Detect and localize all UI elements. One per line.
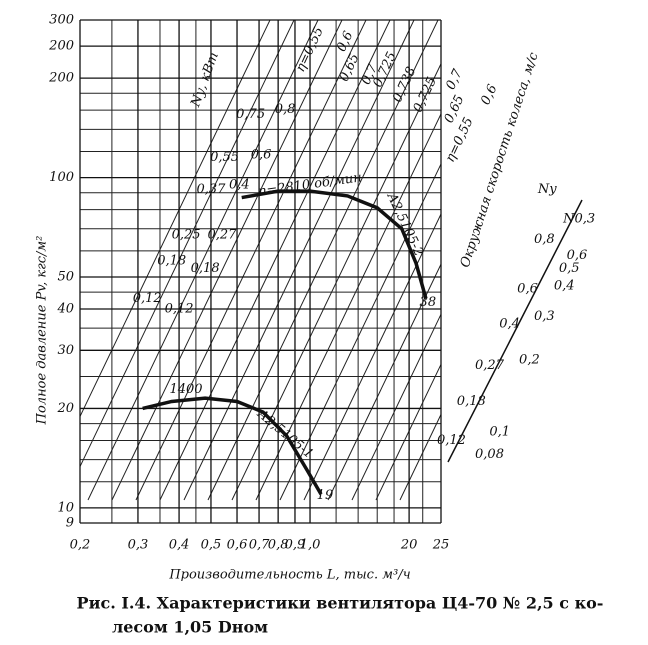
annotation: 0,1 [489,424,510,439]
annotation: А2,5105-1 [253,406,315,462]
y-tick-label: 50 [57,270,74,285]
annotation: 0,37 [196,182,226,197]
annotation: 0,75 [236,107,265,122]
annotation: η=0,55 [293,25,327,75]
annotation: 0,725 [411,75,440,115]
fan-line [87,20,319,501]
fan-line [111,20,343,501]
curve [142,396,323,496]
y-tick-label: 10 [57,500,74,515]
annotation: Окружная скорость колеса, м/с [458,50,542,270]
annotation: 0,18 [457,394,486,409]
annotation: 0,3 [534,309,555,324]
annotation: 0,4 [499,317,520,332]
x-tick-label: 20 [400,538,418,553]
annotation: 0,4 [554,278,575,293]
scale-line [447,199,583,463]
x-tick-label: 0,5 [201,538,222,553]
x-tick-label: 0,7 [249,538,270,553]
y-tick-label: 200 [48,71,74,86]
annotation: 0,6 [517,281,538,296]
annotation: 0,18 [191,261,220,276]
plot-area [80,20,441,523]
annotation: 38 [420,295,437,310]
fan-line [159,20,391,501]
annotation: 0,12 [437,433,466,448]
annotation: 0,6 [478,82,500,107]
fan-line [207,20,439,501]
caption: лесом 1,05 Dном [112,618,268,637]
fan-line [183,20,415,501]
y-tick-label: 200 [48,39,74,54]
y-tick-label: 9 [66,516,74,531]
x-tick-label: 0,8 [268,538,289,553]
annotation: 0,4 [229,177,250,192]
annotation: 1400 [169,382,202,397]
annotation: 0,55 [210,150,239,165]
y-tick-label: 20 [56,401,74,416]
annotation: 0,12 [165,302,194,317]
x-tick-label: 0,4 [169,538,190,553]
annotation: 0,12 [133,291,162,306]
fan-line [303,212,441,501]
annotation: 0,8 [275,102,296,117]
annotation: Nу, кВт [188,50,222,109]
x-tick-label: 0,3 [128,538,149,553]
x-axis-label: Производительность L, тыс. м³/ч [168,568,410,583]
fan-line [399,413,441,501]
annotation: 0,2 [519,353,540,368]
x-tick-label: 0,6 [227,538,248,553]
fan-line [135,20,367,501]
annotation: 0,25 [172,228,201,243]
annotation: Nу [537,182,557,197]
y-tick-label: 30 [57,343,74,358]
x-tick-label: 25 [432,538,450,553]
fan-line [279,162,441,501]
annotation: 0,18 [157,253,186,268]
annotation: 0,27 [207,228,237,243]
y-tick-label: 100 [49,170,74,185]
y-tick-label: 40 [56,302,74,317]
fan-line [80,20,271,418]
fan-line [375,363,441,501]
annotation: 0,8 [534,232,555,247]
x-tick-label: 0,9 [285,538,306,553]
annotation: 19 [317,488,334,503]
caption: Рис. I.4. Характеристики вентилятора Ц4-… [77,594,604,613]
annotation: А2,5105-2 [383,190,426,259]
x-tick-label: 1,0 [300,538,321,553]
annotation: 0,7 [443,66,466,92]
annotation: 0,5 [559,261,580,276]
fan-line [327,263,441,501]
y-tick-label: 300 [49,13,74,28]
x-tick-label: 0,2 [70,538,91,553]
annotation: 0,6 [334,29,356,54]
fan-line [351,313,441,501]
annotation: 0,6 [567,248,588,263]
annotation: N0,3 [562,211,595,226]
annotation: 0,6 [251,148,272,163]
annotation: 0,27 [475,358,505,373]
y-axis-label: Полное давление Pv, кгс/м² [35,236,50,426]
annotation: 0,08 [475,447,504,462]
curve [241,189,428,300]
